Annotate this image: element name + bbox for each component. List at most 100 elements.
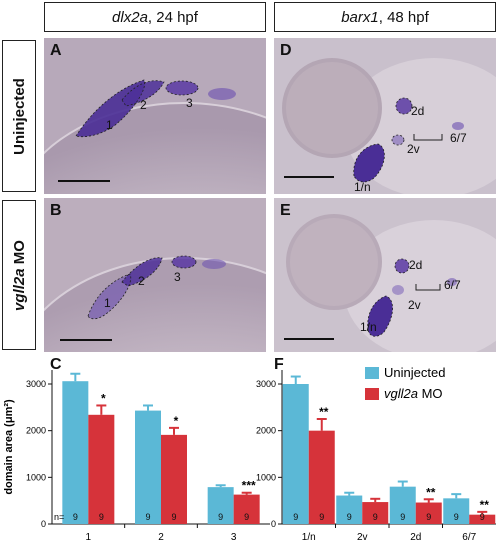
chart-0-bar-0-1 — [135, 410, 161, 524]
row-label-mo-text: vgll2a MO — [11, 240, 28, 311]
panel-b-micrograph — [44, 198, 266, 352]
chart-1-category-2: 2d — [410, 532, 421, 540]
chart-1-n-0-1: 9 — [347, 512, 352, 522]
chart-0-n-0-2: 9 — [218, 512, 223, 522]
chart-1-ytick-label-2: 2000 — [256, 426, 276, 436]
chart-0-bar-1-1 — [161, 434, 187, 524]
panel-e-image: E 2d 6/7 2v 1/n — [274, 198, 496, 352]
row-label-mo-gene: vgll2a — [10, 267, 28, 311]
chart-0-significance-0: * — [101, 391, 106, 405]
panel-b-letter: B — [50, 202, 62, 219]
chart-1-category-3: 6/7 — [462, 532, 476, 540]
row-label-uninjected-text: Uninjected — [10, 77, 28, 155]
chart-1-ytick-label-1: 1000 — [256, 472, 276, 482]
panel-d-label-2v: 2v — [407, 142, 420, 156]
chart-1-significance-2: ** — [426, 485, 436, 499]
panel-a-label-1: 1 — [106, 118, 113, 132]
row-label-vgll2a-mo: vgll2a MO — [2, 200, 36, 350]
chart-0-n-label: n= — [54, 512, 64, 522]
panel-d-letter: D — [280, 42, 292, 59]
header-barx1: barx1, 48 hpf — [274, 2, 496, 32]
panel-a-label-2: 2 — [140, 98, 147, 112]
panel-b-label-3: 3 — [174, 270, 181, 284]
chart-1-significance-3: ** — [480, 498, 490, 512]
chart-0-ytick-label-2: 2000 — [26, 426, 46, 436]
chart-0-n-1-1: 9 — [171, 512, 176, 522]
header-gene-dlx2a: dlx2a — [112, 8, 148, 26]
chart-1-n-1-3: 9 — [480, 512, 485, 522]
panel-a-micrograph — [44, 38, 266, 194]
chart-1-n-0-0: 9 — [293, 512, 298, 522]
panel-a-image: A 1 2 3 — [44, 38, 266, 194]
legend-label-mo-gene: vgll2a — [384, 386, 418, 401]
chart-1-ytick-label-0: 0 — [271, 519, 276, 529]
chart-1-n-1-2: 9 — [426, 512, 431, 522]
chart-c-letter: C — [50, 356, 62, 373]
panel-a-label-3: 3 — [186, 96, 193, 110]
panel-d-label-6-7: 6/7 — [450, 131, 467, 145]
chart-1-bar-1-3 — [469, 514, 496, 524]
panel-e-label-2d: 2d — [409, 258, 423, 272]
panel-e-scale-bar — [284, 338, 334, 340]
chart-1-bar-1-2 — [415, 502, 442, 524]
chart-0-bar-0-0 — [62, 381, 89, 524]
chart-0-n-0-1: 9 — [145, 512, 150, 522]
panel-b-label-2: 2 — [138, 274, 145, 288]
chart-0-category-2: 3 — [231, 532, 237, 540]
chart-0-ytick-label-3: 3000 — [26, 379, 46, 389]
chart-1-n-0-3: 9 — [454, 512, 459, 522]
chart-1-category-1: 2v — [357, 532, 368, 540]
legend-label-mo-suffix: MO — [418, 386, 443, 401]
chart-0-ytick-label-0: 0 — [41, 519, 46, 529]
chart-0-n-1-0: 9 — [99, 512, 104, 522]
panel-d-scale-bar — [284, 176, 334, 178]
chart-1-category-0: 1/n — [302, 532, 316, 540]
legend-label-vgll2a-mo: vgll2a MO — [384, 386, 443, 401]
chart-0-n-1-2: 9 — [244, 512, 249, 522]
header-stage-48hpf: , 48 hpf — [378, 8, 429, 26]
panel-b-label-1: 1 — [104, 296, 111, 310]
bar-charts: 0 1000 2000 3000 domain area (μm²) 1 9 9 * 2 9 9 * 3 9… — [3, 365, 496, 540]
chart-1-n-1-1: 9 — [373, 512, 378, 522]
chart-0-category-0: 1 — [86, 532, 92, 540]
panel-a-scale-bar — [58, 180, 110, 182]
chart-0-significance-2: *** — [242, 479, 256, 493]
header-gene-barx1: barx1 — [341, 8, 379, 26]
panel-a-letter: A — [50, 42, 62, 59]
chart-1-bar-1-1 — [362, 502, 389, 524]
row-label-mo-suffix: MO — [10, 239, 28, 268]
header-stage-24hpf: , 24 hpf — [147, 8, 198, 26]
chart-0-significance-1: * — [174, 414, 179, 428]
header-dlx2a: dlx2a, 24 hpf — [44, 2, 266, 32]
chart-1-bar-0-0 — [282, 384, 309, 524]
chart-1-significance-0: ** — [319, 405, 329, 419]
chart-0-ytick-label-1: 1000 — [26, 472, 46, 482]
legend-swatch-uninjected — [365, 367, 379, 379]
chart-0-ylabel: domain area (μm²) — [3, 399, 15, 495]
panel-d-micrograph — [274, 38, 496, 194]
chart-1-bar-0-3 — [443, 498, 470, 524]
legend-swatch-vgll2a-mo — [365, 388, 379, 400]
panel-e-letter: E — [280, 202, 291, 219]
panel-b-scale-bar — [60, 339, 112, 341]
panel-b-image: B 1 2 3 — [44, 198, 266, 352]
chart-1-bar-1-0 — [308, 430, 335, 524]
chart-0-category-1: 2 — [158, 532, 164, 540]
chart-1-bar-0-1 — [336, 495, 363, 524]
row-label-uninjected: Uninjected — [2, 40, 36, 192]
chart-0-n-0-0: 9 — [73, 512, 78, 522]
chart-1-bar-0-2 — [389, 486, 416, 524]
panel-d-label-2d: 2d — [411, 104, 425, 118]
chart-0-bar-0-2 — [207, 487, 234, 524]
panel-e-label-2v: 2v — [408, 298, 421, 312]
chart-1-ytick-label-3: 3000 — [256, 379, 276, 389]
chart-f-letter: F — [274, 356, 284, 373]
legend-label-uninjected: Uninjected — [384, 365, 445, 380]
chart-1-n-0-2: 9 — [400, 512, 405, 522]
chart-0-bar-1-0 — [88, 414, 115, 524]
panel-d-label-1-n: 1/n — [354, 180, 371, 194]
panel-e-label-1-n: 1/n — [360, 320, 377, 334]
chart-0-bar-1-2 — [233, 494, 260, 524]
panel-e-label-6-7: 6/7 — [444, 278, 461, 292]
panel-d-image: D 2d 2v 6/7 1/n — [274, 38, 496, 194]
